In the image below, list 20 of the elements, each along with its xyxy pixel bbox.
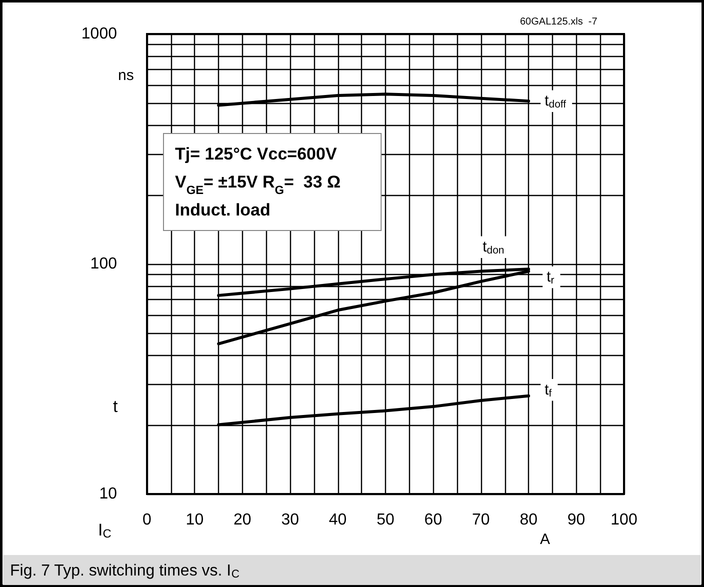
y-axis-title: t: [113, 397, 118, 416]
y-tick-label: 100: [90, 256, 118, 272]
x-tick-label: 60: [424, 512, 442, 528]
y-tick-label: 10: [99, 486, 118, 502]
y-tick-label: 1000: [81, 26, 118, 42]
x-tick-label: 30: [281, 512, 300, 528]
x-tick-label: 50: [376, 512, 394, 528]
annotation: Tj= 125°C Vcc=600V: [175, 144, 338, 164]
x-tick-label: 70: [472, 512, 490, 528]
x-tick-label: 0: [142, 512, 152, 528]
x-tick-label: 20: [234, 512, 252, 528]
annotation: Induct. load: [175, 200, 270, 220]
x-tick-label: 40: [328, 512, 347, 528]
text: 60GAL125.xls -7: [520, 16, 598, 28]
x-tick-label: 80: [520, 512, 538, 528]
x-tick-label: 100: [610, 512, 638, 528]
text: ns: [118, 67, 134, 84]
text: A: [540, 531, 550, 548]
x-tick-label: 10: [186, 512, 204, 528]
x-tick-label: 90: [567, 512, 586, 528]
